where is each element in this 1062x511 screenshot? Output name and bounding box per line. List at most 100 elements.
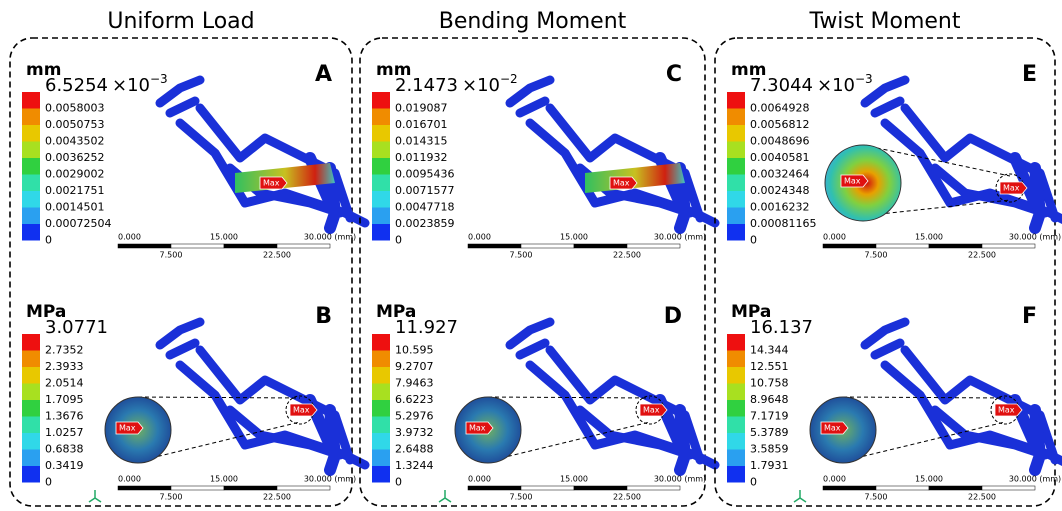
legend-swatch xyxy=(22,334,40,351)
column-frame xyxy=(714,37,1056,507)
exponent: −2 xyxy=(500,72,518,86)
legend-label: 0.0050753 xyxy=(45,118,105,131)
scale-segment xyxy=(822,243,877,249)
legend-label: 14.344 xyxy=(750,344,789,357)
scale-label: 22.500 xyxy=(263,251,291,260)
device-render xyxy=(155,317,370,476)
legend-swatch xyxy=(22,433,40,450)
legend-swatch xyxy=(727,449,745,466)
legend-swatch xyxy=(22,141,40,158)
device-render xyxy=(860,75,1062,234)
device-part xyxy=(900,103,1060,223)
max-number: 3.0771 xyxy=(45,317,108,338)
legend-label: 3.9732 xyxy=(395,426,434,439)
legend-label: 2.6488 xyxy=(395,443,434,456)
device-part xyxy=(545,345,705,465)
legend-swatch xyxy=(727,350,745,367)
legend-swatch xyxy=(372,433,390,450)
legend-swatch xyxy=(727,383,745,400)
scale-label: 7.500 xyxy=(160,493,183,502)
legend-swatch xyxy=(727,466,745,483)
legend-swatch xyxy=(372,334,390,351)
unit-label: mm xyxy=(376,60,411,80)
scale-label: 0.000 xyxy=(468,233,491,242)
max-marker xyxy=(465,421,494,435)
max-marker-label: Max xyxy=(469,424,486,433)
unit-label: MPa xyxy=(376,302,416,322)
legend-label: 0.016701 xyxy=(395,118,448,131)
legend-swatch xyxy=(727,400,745,417)
legend-label: 5.2976 xyxy=(395,410,434,423)
column-title: Twist Moment xyxy=(809,9,961,34)
legend-swatch xyxy=(372,350,390,367)
max-value: 6.5254 ×10−3 xyxy=(45,72,168,97)
device-part xyxy=(1009,152,1046,234)
legend-swatch xyxy=(727,224,745,241)
unit-label: MPa xyxy=(26,302,66,322)
scale-label: 15.000 xyxy=(560,233,588,242)
legend-label: 9.2707 xyxy=(395,360,434,373)
axis-triad xyxy=(438,490,452,503)
legend-swatch xyxy=(372,367,390,384)
device-part xyxy=(900,345,1060,465)
legend-swatch xyxy=(372,416,390,433)
max-marker xyxy=(609,176,638,190)
legend-label: 0.0032464 xyxy=(750,168,810,181)
multiplier: ×10 xyxy=(112,75,150,96)
legend-swatch xyxy=(22,207,40,224)
panel-letter: D xyxy=(664,304,682,329)
scale-label: 22.500 xyxy=(263,493,291,502)
legend-label: 0.0014501 xyxy=(45,201,105,214)
legend-swatch xyxy=(727,92,745,109)
legend-swatch xyxy=(22,449,40,466)
scale-segment xyxy=(276,243,331,249)
legend-swatch xyxy=(22,416,40,433)
max-marker xyxy=(999,181,1028,195)
legend-swatch xyxy=(727,334,745,351)
legend-label: 0.0021751 xyxy=(45,184,105,197)
max-marker-label: Max xyxy=(613,179,630,188)
legend-swatch xyxy=(372,108,390,125)
max-number: 7.3044 xyxy=(750,75,813,96)
legend-label: 1.3676 xyxy=(45,410,84,423)
max-marker xyxy=(639,403,668,417)
scale-label: 7.500 xyxy=(510,493,533,502)
legend-label: 1.7931 xyxy=(750,459,789,472)
scale-label: 7.500 xyxy=(510,251,533,260)
legend-label: 7.9463 xyxy=(395,377,434,390)
legend-swatch xyxy=(727,367,745,384)
max-marker-label: Max xyxy=(998,406,1015,415)
panel-letter: E xyxy=(1022,62,1037,87)
max-marker xyxy=(115,421,144,435)
scale-segment xyxy=(626,243,681,249)
legend-label: 2.0514 xyxy=(45,377,84,390)
scale-segment xyxy=(875,485,930,491)
legend-swatch xyxy=(372,158,390,175)
legend-label: 0.019087 xyxy=(395,102,448,115)
scale-label: 22.500 xyxy=(613,493,641,502)
scale-label: 7.500 xyxy=(160,251,183,260)
unit-label: mm xyxy=(26,60,61,80)
legend-label: 0.0095436 xyxy=(395,168,455,181)
exponent: −3 xyxy=(855,72,873,86)
scale-segment xyxy=(520,485,575,491)
scale-segment xyxy=(276,485,331,491)
column-frame xyxy=(9,37,353,507)
max-value: 11.927 xyxy=(395,317,458,338)
max-marker-label: Max xyxy=(844,177,861,186)
legend-swatch xyxy=(727,174,745,191)
legend-swatch xyxy=(22,108,40,125)
max-number: 2.1473 xyxy=(395,75,458,96)
scale-label: 22.500 xyxy=(968,493,996,502)
scale-segment xyxy=(520,243,575,249)
scale-label: 15.000 xyxy=(915,233,943,242)
multiplier: ×10 xyxy=(817,75,855,96)
legend-label: 0.0043502 xyxy=(45,135,105,148)
legend-label: 0.0064928 xyxy=(750,102,810,115)
scale-label: 30.000 (mm) xyxy=(654,475,706,484)
max-number: 6.5254 xyxy=(45,75,108,96)
scale-segment xyxy=(928,243,983,249)
scale-segment xyxy=(170,485,225,491)
legend-swatch xyxy=(372,174,390,191)
